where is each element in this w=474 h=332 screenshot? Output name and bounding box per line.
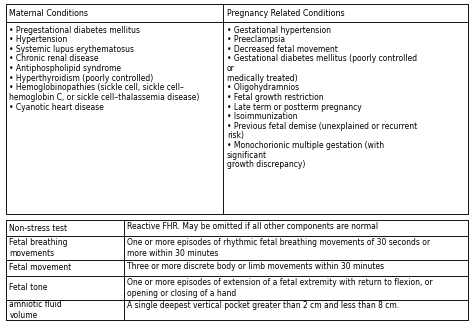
- Text: • Previous fetal demise (unexplained or recurrent: • Previous fetal demise (unexplained or …: [227, 122, 417, 131]
- Text: • Preeclampsia: • Preeclampsia: [227, 35, 285, 44]
- Bar: [6, 220, 468, 320]
- Text: • Late term or postterm pregnancy: • Late term or postterm pregnancy: [227, 103, 362, 112]
- Text: • Systemic lupus erythematosus: • Systemic lupus erythematosus: [9, 45, 135, 54]
- Text: • Hemoglobinopathies (sickle cell, sickle cell–: • Hemoglobinopathies (sickle cell, sickl…: [9, 83, 184, 92]
- Text: amniotic fluid
volume: amniotic fluid volume: [9, 300, 62, 320]
- Text: • Monochorionic multiple gestation (with: • Monochorionic multiple gestation (with: [227, 141, 384, 150]
- Bar: [6, 236, 124, 260]
- Text: Fetal breathing
movements: Fetal breathing movements: [9, 238, 68, 258]
- Text: • Gestational hypertension: • Gestational hypertension: [227, 26, 331, 35]
- Text: • Decreased fetal movement: • Decreased fetal movement: [227, 45, 338, 54]
- Bar: [6, 4, 223, 22]
- Text: One or more episodes of extension of a fetal extremity with return to flexion, o: One or more episodes of extension of a f…: [128, 278, 433, 298]
- Text: significant: significant: [227, 151, 267, 160]
- Text: or: or: [227, 64, 235, 73]
- Text: Fetal tone: Fetal tone: [9, 283, 48, 292]
- Text: Three or more discrete body or limb movements within 30 minutes: Three or more discrete body or limb move…: [128, 262, 384, 271]
- Text: • Hyperthyroidism (poorly controlled): • Hyperthyroidism (poorly controlled): [9, 74, 154, 83]
- Bar: [124, 300, 468, 320]
- Bar: [223, 22, 468, 214]
- Bar: [223, 4, 468, 22]
- Text: growth discrepancy): growth discrepancy): [227, 160, 305, 169]
- Text: • Fetal growth restriction: • Fetal growth restriction: [227, 93, 324, 102]
- Text: One or more episodes of rhythmic fetal breathing movements of 30 seconds or
more: One or more episodes of rhythmic fetal b…: [128, 238, 430, 258]
- Text: hemoglobin C, or sickle cell–thalassemia disease): hemoglobin C, or sickle cell–thalassemia…: [9, 93, 200, 102]
- Bar: [6, 220, 124, 236]
- Text: Non-stress test: Non-stress test: [9, 223, 68, 233]
- Text: • Antiphospholipid syndrome: • Antiphospholipid syndrome: [9, 64, 121, 73]
- Text: • Cyanotic heart disease: • Cyanotic heart disease: [9, 103, 104, 112]
- Bar: [6, 300, 124, 320]
- Text: • Oligohydramnios: • Oligohydramnios: [227, 83, 299, 92]
- Text: A single deepest vertical pocket greater than 2 cm and less than 8 cm.: A single deepest vertical pocket greater…: [128, 301, 400, 310]
- Bar: [6, 260, 124, 276]
- Bar: [6, 276, 124, 300]
- Bar: [6, 22, 223, 214]
- Text: • Isoimmunization: • Isoimmunization: [227, 112, 297, 121]
- Bar: [124, 236, 468, 260]
- Text: • Chronic renal disease: • Chronic renal disease: [9, 54, 99, 63]
- Text: • Hypertension: • Hypertension: [9, 35, 68, 44]
- Bar: [124, 260, 468, 276]
- Text: risk): risk): [227, 131, 244, 140]
- Text: Fetal movement: Fetal movement: [9, 263, 72, 273]
- Text: • Pregestational diabetes mellitus: • Pregestational diabetes mellitus: [9, 26, 140, 35]
- Text: Reactive FHR. May be omitted if all other components are normal: Reactive FHR. May be omitted if all othe…: [128, 222, 379, 231]
- Text: Pregnancy Related Conditions: Pregnancy Related Conditions: [227, 9, 345, 18]
- Bar: [6, 4, 468, 214]
- Text: medically treated): medically treated): [227, 74, 298, 83]
- Bar: [124, 276, 468, 300]
- Bar: [124, 220, 468, 236]
- Text: Maternal Conditions: Maternal Conditions: [9, 9, 89, 18]
- Text: • Gestational diabetes mellitus (poorly controlled: • Gestational diabetes mellitus (poorly …: [227, 54, 417, 63]
